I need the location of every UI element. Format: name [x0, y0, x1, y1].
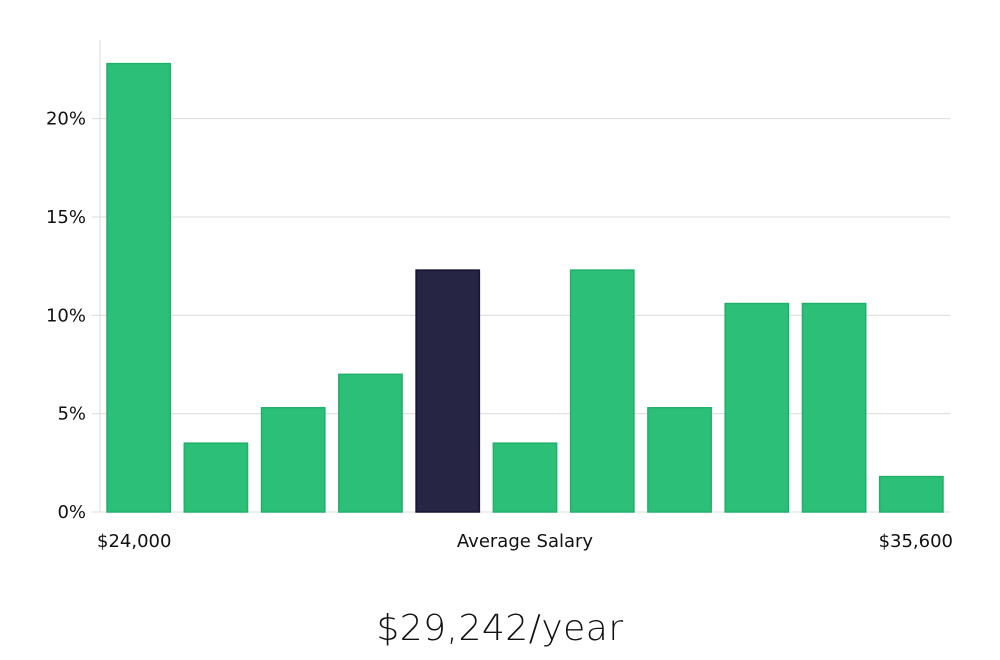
y-tick-labels: 0% 5% 10% 15% 20% — [46, 109, 86, 523]
y-tick-label: 20% — [46, 109, 86, 130]
bar — [260, 407, 326, 513]
x-label-min: $24,000 — [97, 531, 171, 552]
bar — [801, 302, 867, 513]
y-tick-label: 15% — [46, 207, 86, 228]
bar — [878, 475, 944, 513]
bar — [569, 269, 635, 513]
bar — [106, 62, 172, 513]
salary-distribution-chart: 0% 5% 10% 15% 20% $24,000 Average Salary $35… — [46, 40, 953, 552]
bars — [106, 62, 944, 513]
y-tick-label: 10% — [46, 305, 86, 326]
bar — [724, 302, 790, 513]
average-salary-value: $29,242/year — [376, 608, 624, 649]
x-label-average: Average Salary — [457, 531, 594, 552]
bar-average-highlight — [415, 269, 481, 513]
bar — [492, 442, 558, 513]
bar — [647, 407, 712, 513]
y-tick-label: 5% — [57, 404, 86, 425]
x-label-max: $35,600 — [879, 531, 953, 552]
bar — [183, 442, 249, 513]
y-tick-label: 0% — [57, 502, 86, 523]
bar — [338, 373, 403, 513]
